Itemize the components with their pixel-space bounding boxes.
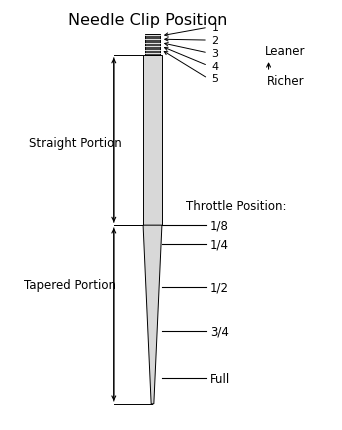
Text: 1/4: 1/4 xyxy=(210,238,229,251)
Text: 3/4: 3/4 xyxy=(210,325,228,338)
Text: Straight Portion: Straight Portion xyxy=(29,136,121,149)
Text: Tapered Portion: Tapered Portion xyxy=(24,279,116,292)
Text: 4: 4 xyxy=(211,61,219,71)
Text: 5: 5 xyxy=(211,74,219,84)
Polygon shape xyxy=(143,56,162,226)
Text: Richer: Richer xyxy=(266,75,304,88)
Text: Throttle Position:: Throttle Position: xyxy=(186,200,287,213)
Text: 3: 3 xyxy=(211,49,219,58)
Text: 2: 2 xyxy=(211,36,219,46)
Text: Full: Full xyxy=(210,372,230,385)
Text: Needle Clip Position: Needle Clip Position xyxy=(68,13,227,28)
Text: 1/2: 1/2 xyxy=(210,281,229,294)
Text: 1/8: 1/8 xyxy=(210,219,228,232)
Polygon shape xyxy=(145,34,160,56)
Polygon shape xyxy=(143,226,162,404)
Text: Leaner: Leaner xyxy=(265,45,306,58)
Text: 1: 1 xyxy=(211,23,219,33)
